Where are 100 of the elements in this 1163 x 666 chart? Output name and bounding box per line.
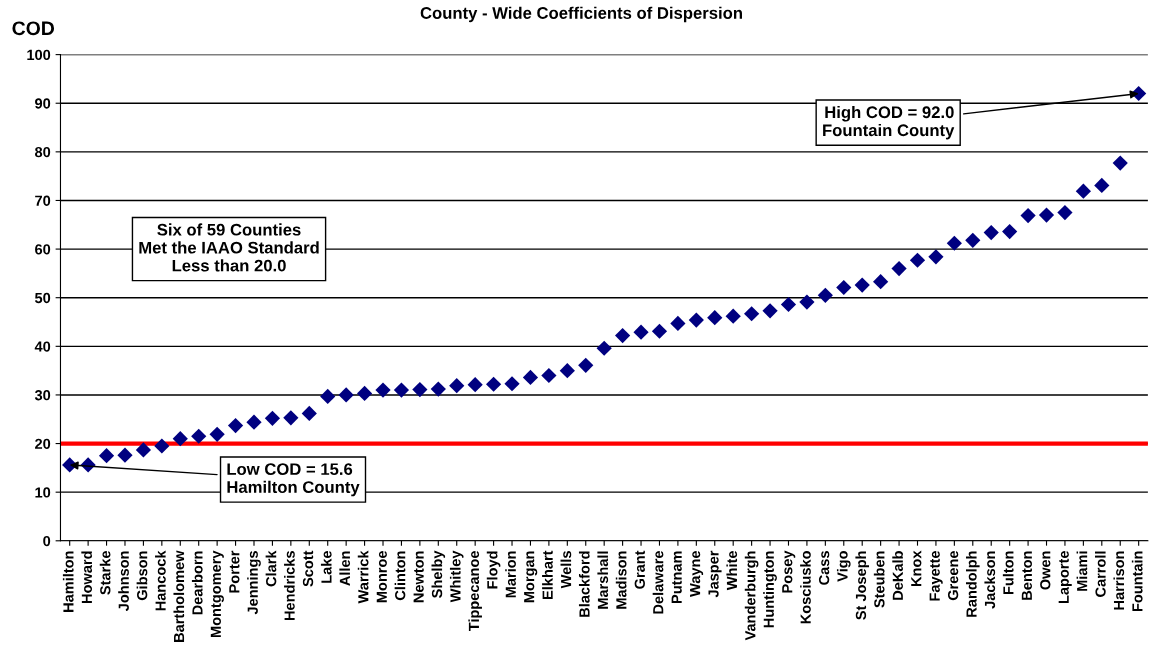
x-tick-label: Putnam — [671, 551, 682, 604]
point — [799, 294, 815, 310]
chart-title: County - Wide Coefficients of Dispersion — [420, 6, 742, 23]
x-tick-label: Whitley — [449, 550, 464, 603]
x-tick-label: Howard — [81, 551, 93, 604]
y-tick-label: 10 — [35, 487, 51, 498]
point — [983, 224, 999, 241]
point — [762, 303, 778, 319]
annotation: Six of 59 Counties Met the IAAO Standard Less than 20.0 — [139, 223, 319, 272]
y-tick-label: 40 — [34, 341, 51, 352]
x-tick-label: Marion — [505, 551, 516, 598]
x-tick-label: Gibson — [136, 551, 148, 601]
point — [891, 260, 907, 277]
point — [633, 324, 649, 340]
point — [651, 323, 668, 339]
y-tick-label: 100 — [27, 49, 51, 61]
y-tick-label: 60 — [35, 244, 51, 255]
point — [522, 369, 539, 386]
x-tick-label: Jasper — [708, 550, 722, 598]
x-tick-label: Owen — [1040, 551, 1051, 590]
y-tick-label: 0 — [43, 535, 51, 547]
x-tick-label: Wells — [560, 551, 572, 589]
x-tick-label: Carroll — [1095, 551, 1106, 597]
x-tick-label: Warrick — [357, 550, 369, 604]
x-tick-label: Hendricks — [284, 551, 295, 621]
x-tick-label: Hamilton — [62, 551, 74, 612]
point — [430, 381, 446, 397]
point — [725, 308, 741, 324]
x-tick-label: Shelby — [431, 550, 446, 598]
x-tick-label: Laporte — [1058, 551, 1072, 604]
x-tick-label: Tippecanoe — [468, 551, 482, 632]
point — [246, 414, 262, 430]
point — [688, 312, 704, 328]
x-tick-label: Knox — [911, 550, 922, 586]
x-tick-label: Fountain — [1131, 551, 1143, 612]
point — [1112, 155, 1128, 171]
point — [375, 382, 391, 398]
x-tick-label: Bartholomew — [173, 550, 185, 642]
x-tick-label: Fayette — [929, 551, 943, 601]
point — [817, 287, 833, 303]
x-tick-label: Allen — [339, 551, 351, 586]
annotation: High COD = 92.0 Fountain County — [823, 105, 955, 140]
point — [227, 417, 244, 434]
x-tick-label: Grant — [634, 550, 645, 589]
x-tick-label: Harrison — [1113, 551, 1125, 610]
x-tick-label: Huntington — [763, 551, 777, 628]
x-tick-label: Vanderburgh — [744, 551, 759, 641]
point — [135, 442, 152, 458]
x-tick-label: Steuben — [873, 551, 885, 608]
x-tick-label: Randolph — [965, 551, 980, 617]
x-tick-label: Starke — [99, 551, 111, 595]
x-tick-label: Lake — [320, 551, 332, 583]
point — [670, 315, 686, 332]
x-tick-label: Greene — [947, 551, 959, 601]
x-tick-label: White — [726, 551, 738, 591]
x-tick-label: Vigo — [836, 551, 851, 582]
point — [578, 357, 594, 373]
point — [541, 367, 557, 384]
x-tick-label: Benton — [1021, 551, 1032, 600]
x-tick-label: Delaware — [652, 551, 664, 614]
x-tick-label: Blackford — [578, 551, 590, 617]
point — [836, 279, 852, 296]
y-tick-label: 20 — [35, 438, 51, 449]
x-tick-label: Porter — [229, 550, 240, 593]
point — [928, 249, 944, 265]
x-tick-label: Elkhart — [542, 550, 553, 599]
point — [320, 388, 336, 404]
point — [191, 428, 207, 444]
x-tick-label: Scott — [302, 550, 314, 587]
y-tick-label: 80 — [35, 146, 51, 158]
x-tick-label: Jennings — [247, 551, 261, 615]
point — [707, 310, 723, 326]
point — [504, 376, 520, 392]
point — [117, 447, 133, 463]
point — [283, 410, 299, 426]
point — [172, 431, 188, 447]
point — [98, 448, 115, 464]
point — [356, 385, 373, 402]
point — [1075, 183, 1091, 199]
y-tick-label: 90 — [35, 98, 51, 109]
point — [909, 252, 926, 268]
point — [1020, 207, 1036, 224]
point — [209, 426, 225, 442]
point — [1038, 207, 1055, 223]
x-tick-label: DeKalb — [892, 551, 903, 600]
x-tick-label: Clark — [265, 550, 277, 587]
point — [596, 340, 612, 356]
x-tick-label: Cass — [818, 551, 830, 585]
point — [559, 363, 575, 379]
point — [780, 296, 797, 313]
y-tick-label: 50 — [34, 292, 51, 304]
point — [873, 274, 889, 290]
point — [393, 382, 410, 398]
y-tick-label: 70 — [35, 195, 51, 206]
point — [301, 405, 317, 422]
point — [615, 328, 631, 344]
point — [485, 376, 502, 392]
point — [744, 306, 760, 322]
point — [946, 235, 962, 251]
point — [449, 378, 465, 394]
